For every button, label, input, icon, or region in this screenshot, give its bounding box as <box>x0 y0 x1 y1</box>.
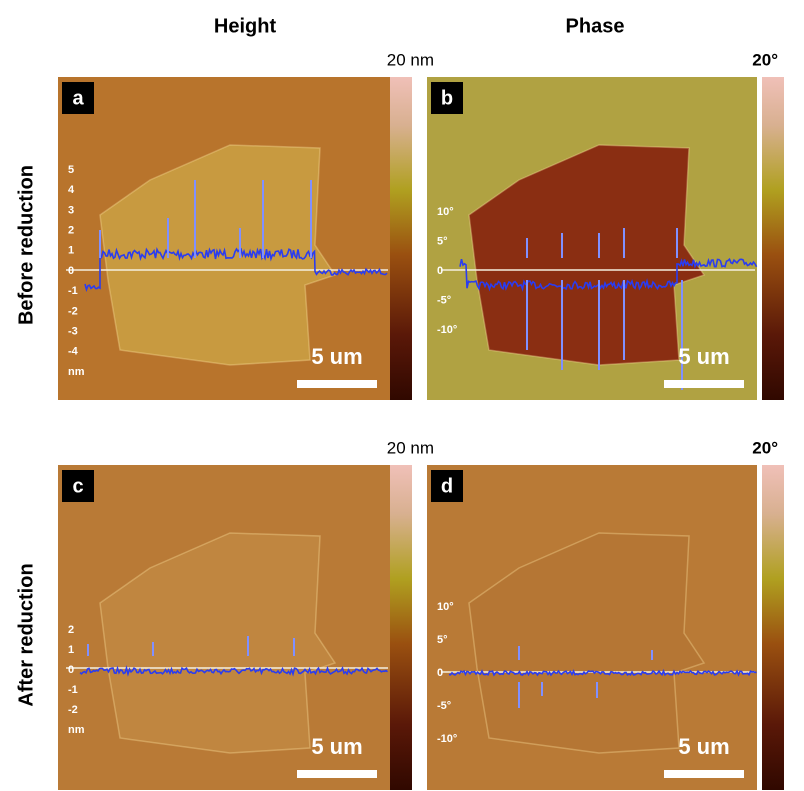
profile-tick-label: -1 <box>68 285 78 297</box>
profile-tick-label: 1 <box>68 245 74 257</box>
colorbar-label: 20 nm <box>387 438 434 457</box>
panel-letter: d <box>441 475 453 497</box>
profile-tick-label: -5° <box>437 700 451 712</box>
scale-bar <box>664 770 744 778</box>
profile-tick-label: 0 <box>68 664 74 676</box>
column-header: Phase <box>566 15 625 37</box>
profile-tick-label: -2 <box>68 305 78 317</box>
profile-tick-label: 4 <box>68 184 75 196</box>
panel-letter: c <box>72 475 83 497</box>
profile-tick-label: 0 <box>437 667 443 679</box>
row-label: After reduction <box>15 563 37 706</box>
colorbar <box>762 465 784 790</box>
scale-bar-label: 5 um <box>678 344 729 369</box>
colorbar-label: 20° <box>752 50 778 69</box>
profile-tick-label: -1 <box>68 684 78 696</box>
colorbar-label: 20° <box>752 438 778 457</box>
panel-letter: a <box>72 87 84 109</box>
scale-bar-label: 5 um <box>678 734 729 759</box>
profile-tick-label: 0 <box>437 265 443 277</box>
colorbar-label: 20 nm <box>387 50 434 69</box>
profile-tick-label: -5° <box>437 294 451 306</box>
panel-letter: b <box>441 87 453 109</box>
colorbar <box>390 465 412 790</box>
profile-tick-label: 5° <box>437 634 448 646</box>
profile-tick-label: -2 <box>68 704 78 716</box>
profile-tick-label: 2 <box>68 624 74 636</box>
profile-tick-label: -3 <box>68 326 78 338</box>
row-label: Before reduction <box>15 165 37 325</box>
profile-tick-label: -4 <box>68 346 79 358</box>
scale-bar <box>664 380 744 388</box>
profile-tick-label: 5 <box>68 164 74 176</box>
profile-tick-label: 2 <box>68 225 74 237</box>
profile-tick-label: 0 <box>68 265 74 277</box>
scale-bar-label: 5 um <box>311 344 362 369</box>
profile-tick-label: nm <box>68 366 85 378</box>
profile-tick-label: 5° <box>437 235 448 247</box>
profile-tick-label: 10° <box>437 206 454 218</box>
figure: Height Phase Before reduction After redu… <box>0 0 804 791</box>
colorbar <box>390 77 412 400</box>
profile-tick-label: nm <box>68 724 85 736</box>
scale-bar <box>297 770 377 778</box>
profile-tick-label: 1 <box>68 644 74 656</box>
profile-tick-label: -10° <box>437 324 457 336</box>
profile-tick-label: 10° <box>437 601 454 613</box>
scale-bar-label: 5 um <box>311 734 362 759</box>
colorbar <box>762 77 784 400</box>
profile-tick-label: 3 <box>68 204 74 216</box>
scale-bar <box>297 380 377 388</box>
column-header: Height <box>214 15 277 37</box>
profile-tick-label: -10° <box>437 733 457 745</box>
